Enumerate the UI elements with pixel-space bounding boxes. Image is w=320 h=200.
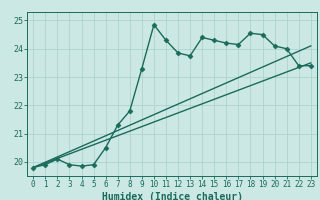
X-axis label: Humidex (Indice chaleur): Humidex (Indice chaleur) (101, 192, 243, 200)
